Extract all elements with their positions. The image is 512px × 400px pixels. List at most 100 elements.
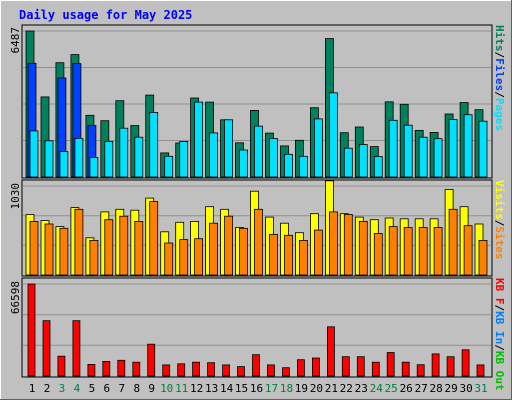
kbytes-gridlines xyxy=(23,283,491,346)
x-tick-label: 23 xyxy=(355,382,368,395)
kbytes-bar-kb-f xyxy=(207,362,216,377)
x-tick-label: 6 xyxy=(103,382,110,395)
visits-bar-sites xyxy=(313,229,323,276)
hits-bar-pages xyxy=(74,138,84,178)
hits-bar-pages xyxy=(89,156,99,178)
hits-bar-pages xyxy=(164,155,174,178)
hits-bar-pages xyxy=(373,156,383,178)
x-tick-label: 13 xyxy=(205,382,218,395)
visits-legend-entry: Sites xyxy=(493,226,506,259)
hits-bar-pages xyxy=(343,147,353,178)
hits-bar-pages xyxy=(478,120,488,178)
x-tick-label: 22 xyxy=(340,382,353,395)
kbytes-bar-kb-f xyxy=(267,364,275,377)
kbytes-bars xyxy=(27,283,485,377)
x-tick-label: 18 xyxy=(280,382,293,395)
hits-bar-pages xyxy=(119,127,129,178)
hits-bar-pages xyxy=(448,119,458,178)
visits-bar-sites xyxy=(388,226,398,276)
visits-bar-sites xyxy=(149,201,159,276)
x-tick-label: 17 xyxy=(265,382,278,395)
hits-bar-pages xyxy=(328,92,338,178)
visits-panel: 1030 Visits/Sites xyxy=(9,179,506,277)
x-tick-label: 10 xyxy=(160,382,173,395)
kbytes-bar-kb-f xyxy=(117,359,126,377)
kbytes-bar-kb-f xyxy=(416,364,425,377)
kbytes-bar-kb-f xyxy=(192,361,201,377)
hits-legend-entry: Pages xyxy=(493,98,506,131)
hits-bar-pages xyxy=(59,151,69,178)
hits-bar-pages xyxy=(239,149,248,178)
x-tick-label: 21 xyxy=(325,382,338,395)
visits-bar-sites xyxy=(343,214,353,276)
visits-bar-sites xyxy=(373,233,383,276)
kbytes-bar-kb-f xyxy=(87,363,96,377)
hits-bar-pages xyxy=(463,114,473,178)
x-tick-label: 20 xyxy=(310,382,323,395)
visits-bar-sites xyxy=(403,227,413,276)
kbytes-bar-kb-f xyxy=(446,356,455,377)
hits-right-legend: Hits/Files/Pages xyxy=(493,25,506,131)
x-tick-label: 26 xyxy=(400,382,413,395)
hits-bar-pages xyxy=(388,119,398,178)
kbytes-right-legend: KB F/KB In/KB Out xyxy=(493,278,506,391)
visits-bar-sites xyxy=(418,227,428,276)
kbytes-bar-kb-f xyxy=(401,361,410,377)
hits-bar-pages xyxy=(194,101,204,178)
visits-bar-sites xyxy=(269,233,278,276)
visits-bar-sites xyxy=(448,208,458,276)
x-tick-label: 31 xyxy=(474,382,487,395)
hits-legend-entry: / xyxy=(493,52,506,59)
hits-legend-entry: Files xyxy=(493,58,506,91)
hits-bar-pages xyxy=(418,136,428,178)
x-tick-label: 8 xyxy=(133,382,140,395)
x-tick-label: 27 xyxy=(415,382,428,395)
visits-bar-sites xyxy=(284,234,293,276)
visits-bar-sites xyxy=(59,227,69,276)
kbytes-legend-entry: KB In xyxy=(493,311,506,344)
kbytes-legend-entry: / xyxy=(493,305,506,312)
chart-title: Daily usage for May 2025 xyxy=(19,8,192,22)
x-tick-label: 1 xyxy=(29,382,36,395)
kbytes-bar-kb-f xyxy=(311,357,320,377)
hits-bar-pages xyxy=(313,118,323,178)
visits-bar-sites xyxy=(478,239,488,276)
x-tick-label: 4 xyxy=(74,382,81,395)
visits-bar-sites xyxy=(209,222,219,276)
x-tick-label: 24 xyxy=(370,382,384,395)
visits-bar-sites xyxy=(358,220,368,276)
hits-bar-pages xyxy=(358,144,368,178)
hits-bar-pages xyxy=(179,140,189,178)
kbytes-panel: 66598 KB F/KB In/KB Out xyxy=(9,277,506,391)
hits-bar-pages xyxy=(104,140,114,178)
kbytes-bar-kb-f xyxy=(102,360,111,377)
visits-bar-sites xyxy=(328,211,338,276)
x-tick-label: 5 xyxy=(89,382,96,395)
kbytes-bar-kb-f xyxy=(476,364,485,377)
visits-bar-sites xyxy=(164,242,174,276)
hits-bar-pages xyxy=(44,140,54,178)
kbytes-bar-kb-f xyxy=(296,359,305,377)
visits-bar-sites xyxy=(224,215,234,276)
visits-bars xyxy=(25,180,488,276)
visits-bar-sites xyxy=(463,225,473,276)
hits-bar-pages xyxy=(134,136,144,178)
x-tick-label: 12 xyxy=(190,382,203,395)
visits-legend-entry: / xyxy=(493,220,506,227)
x-tick-label: 28 xyxy=(429,382,442,395)
hits-bar-pages xyxy=(403,124,413,178)
kbytes-bar-kb-f xyxy=(42,320,51,377)
hits-bars xyxy=(25,30,488,178)
visits-bar-sites xyxy=(433,227,443,276)
hits-bar-pages xyxy=(433,138,443,178)
x-tick-label: 25 xyxy=(385,382,398,395)
kbytes-bar-kb-f xyxy=(27,283,36,377)
x-tick-label: 11 xyxy=(175,382,188,395)
visits-bar-sites xyxy=(179,239,189,276)
kbytes-bar-kb-f xyxy=(177,363,186,377)
kbytes-bar-kb-f xyxy=(282,367,290,377)
x-tick-label: 15 xyxy=(235,382,248,395)
kbytes-bar-kb-f xyxy=(147,343,156,377)
kbytes-bar-kb-f xyxy=(72,320,81,377)
